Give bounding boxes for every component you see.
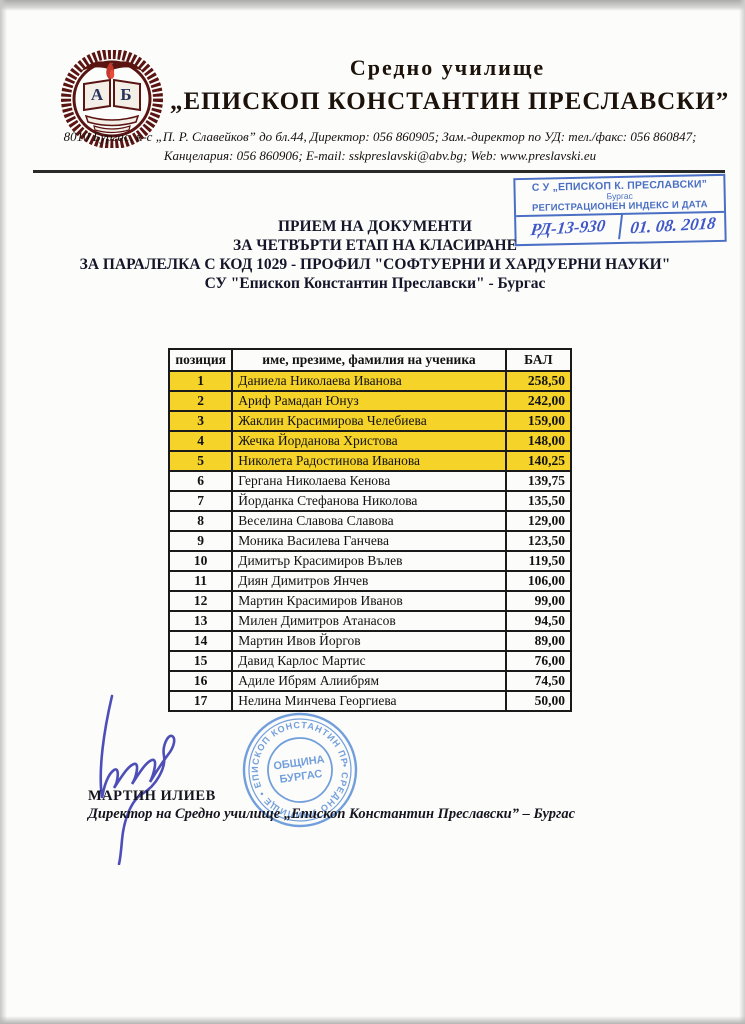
table-row: 6 Гергана Николаева Кенова 139,75 xyxy=(167,470,573,492)
letterhead-divider xyxy=(33,170,725,173)
letterhead: Средно училище „ЕПИСКОП КОНСТАНТИН ПРЕСЛ… xyxy=(170,55,730,116)
school-round-stamp: • СРЕДНО УЧИЛИЩЕ • ЕПИСКОП КОНСТАНТИН ПР… xyxy=(242,711,362,832)
cell-student-name: Жечка Йорданова Христова xyxy=(231,430,507,452)
svg-text:Б: Б xyxy=(120,85,131,104)
table-row: 15 Давид Карлос Мартис 76,00 xyxy=(167,650,573,672)
cell-position: 11 xyxy=(167,570,234,592)
cell-score: 140,25 xyxy=(504,450,573,472)
cell-student-name: Ариф Рамадан Юнуз xyxy=(231,390,507,412)
director-name: МАРТИН ИЛИЕВ xyxy=(88,788,216,804)
title-line-3: ЗА ПАРАЛЕЛКА С КОД 1029 - ПРОФИЛ "СОФТУЕ… xyxy=(79,255,671,273)
cell-student-name: Димитър Красимиров Вълев xyxy=(231,550,507,572)
cell-student-name: Николета Радостинова Иванова xyxy=(231,450,507,472)
cell-student-name: Давид Карлос Мартис xyxy=(231,650,507,672)
cell-score: 119,50 xyxy=(504,550,573,572)
header-score: БАЛ xyxy=(504,348,573,372)
cell-score: 89,00 xyxy=(504,630,573,652)
table-row: 16 Адиле Ибрям Алиибрям 74,50 xyxy=(167,670,573,692)
cell-student-name: Нелина Минчева Георгиева xyxy=(231,690,507,712)
table-row: 13 Милен Димитров Атанасов 94,50 xyxy=(167,610,573,632)
scan-edge-top xyxy=(0,0,745,11)
table-row: 5 Николета Радостинова Иванова 140,25 xyxy=(167,450,573,472)
cell-student-name: Моника Василева Ганчева xyxy=(231,530,507,552)
table-row: 7 Йорданка Стефанова Николова 135,50 xyxy=(167,490,573,512)
table-header-row: позиция име, презиме, фамилия на ученика… xyxy=(167,348,573,372)
cell-score: 50,00 xyxy=(504,690,573,712)
cell-position: 8 xyxy=(167,510,234,532)
contact-info: 8010 Бургас, к-с „П. Р. Славейков” до бл… xyxy=(35,128,725,166)
cell-student-name: Милен Димитров Атанасов xyxy=(231,610,507,632)
cell-score: 123,50 xyxy=(504,530,573,552)
cell-position: 12 xyxy=(167,590,234,612)
cell-score: 135,50 xyxy=(504,490,573,512)
cell-score: 94,50 xyxy=(504,610,573,632)
contact-line-2: Канцелария: 056 860906; E-mail: sskpresl… xyxy=(163,147,597,163)
cell-score: 76,00 xyxy=(504,650,573,672)
cell-student-name: Йорданка Стефанова Николова xyxy=(231,490,507,512)
cell-score: 106,00 xyxy=(504,570,573,592)
school-name-label: „ЕПИСКОП КОНСТАНТИН ПРЕСЛАВСКИ” xyxy=(170,88,730,115)
cell-student-name: Веселина Славова Славова xyxy=(231,510,507,532)
table-row: 17 Нелина Минчева Георгиева 50,00 xyxy=(167,690,573,712)
cell-student-name: Мартин Красимиров Иванов xyxy=(231,590,507,612)
cell-score: 99,00 xyxy=(504,590,573,612)
cell-position: 5 xyxy=(167,450,234,472)
results-table: позиция име, презиме, фамилия на ученика… xyxy=(167,348,573,712)
table-row: 8 Веселина Славова Славова 129,00 xyxy=(167,510,573,532)
scan-edge-left xyxy=(0,0,7,1024)
cell-student-name: Адиле Ибрям Алиибрям xyxy=(231,670,507,692)
cell-score: 148,00 xyxy=(504,430,573,452)
cell-position: 14 xyxy=(167,630,234,652)
cell-position: 10 xyxy=(167,550,234,572)
cell-score: 258,50 xyxy=(504,370,573,392)
document-title: ПРИЕМ НА ДОКУМЕНТИ ЗА ЧЕТВЪРТИ ЕТАП НА К… xyxy=(35,218,715,294)
cell-student-name: Жаклин Красимирова Челебиева xyxy=(231,410,507,432)
header-student-name: име, презиме, фамилия на ученика xyxy=(231,348,507,372)
school-type-label: Средно училище xyxy=(349,55,546,80)
director-signature xyxy=(99,694,176,865)
cell-score: 139,75 xyxy=(504,470,573,492)
table-row: 9 Моника Василева Ганчева 123,50 xyxy=(167,530,573,552)
title-line-2: ЗА ЧЕТВЪРТИ ЕТАП НА КЛАСИРАНЕ xyxy=(233,236,517,254)
scan-edge-right xyxy=(739,0,745,1024)
table-row: 10 Димитър Красимиров Вълев 119,50 xyxy=(167,550,573,572)
round-stamp-inner-line2: БУРГАС xyxy=(279,768,323,786)
school-logo-icon: А Б xyxy=(61,50,163,148)
cell-position: 6 xyxy=(167,470,234,492)
cell-position: 13 xyxy=(167,610,234,632)
header-position: позиция xyxy=(167,348,234,372)
cell-score: 129,00 xyxy=(504,510,573,532)
table-row: 12 Мартин Красимиров Иванов 99,00 xyxy=(167,590,573,612)
cell-student-name: Даниела Николаева Иванова xyxy=(231,370,507,392)
cell-position: 2 xyxy=(167,390,234,412)
title-line-4: СУ "Епископ Константин Преславски" - Бур… xyxy=(204,274,546,292)
director-position: Директор на Средно училище „Епископ Конс… xyxy=(88,806,576,822)
table-row: 4 Жечка Йорданова Христова 148,00 xyxy=(167,430,573,452)
table-row: 14 Мартин Ивов Йоргов 89,00 xyxy=(167,630,573,652)
cell-position: 9 xyxy=(167,530,234,552)
contact-line-1: 8010 Бургас, к-с „П. Р. Славейков” до бл… xyxy=(63,129,697,144)
cell-position: 17 xyxy=(167,690,234,712)
cell-position: 1 xyxy=(167,370,234,392)
scan-edge-bottom xyxy=(0,1016,745,1024)
table-row: 11 Диян Димитров Янчев 106,00 xyxy=(167,570,573,592)
cell-position: 4 xyxy=(167,430,234,452)
cell-student-name: Мартин Ивов Йоргов xyxy=(231,630,507,652)
cell-student-name: Гергана Николаева Кенова xyxy=(231,470,507,492)
results-table-body: 1 Даниела Николаева Иванова 258,50 2 Ариф Ра… xyxy=(167,370,573,712)
cell-position: 7 xyxy=(167,490,234,512)
cell-position: 16 xyxy=(167,670,234,692)
table-row: 1 Даниела Николаева Иванова 258,50 xyxy=(167,370,573,392)
svg-text:А: А xyxy=(91,85,104,104)
cell-score: 74,50 xyxy=(504,670,573,692)
table-row: 2 Ариф Рамадан Юнуз 242,00 xyxy=(167,390,573,412)
cell-position: 3 xyxy=(167,410,234,432)
cell-score: 159,00 xyxy=(504,410,573,432)
cell-score: 242,00 xyxy=(504,390,573,412)
title-line-1: ПРИЕМ НА ДОКУМЕНТИ xyxy=(278,218,472,235)
table-row: 3 Жаклин Красимирова Челебиева 159,00 xyxy=(167,410,573,432)
cell-position: 15 xyxy=(167,650,234,672)
cell-student-name: Диян Димитров Янчев xyxy=(231,570,507,592)
